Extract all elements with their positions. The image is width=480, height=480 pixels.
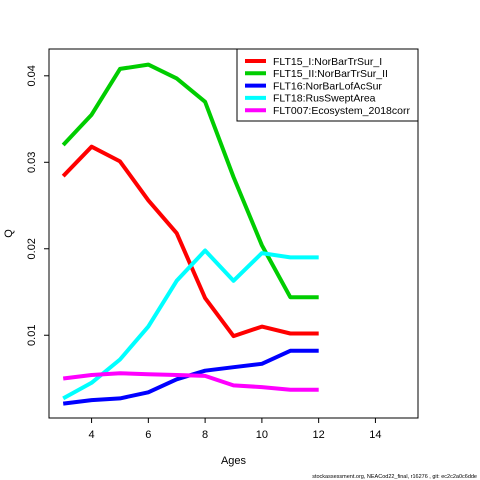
legend-label-4: FLT18:RusSweptArea: [273, 93, 376, 105]
legend: FLT15_I:NorBarTrSur_IFLT15_II:NorBarTrSu…: [236, 48, 419, 122]
x-axis-label: Ages: [221, 455, 247, 467]
x-axis: 4 6 8 10 12 14: [89, 418, 382, 441]
series-line-4: [62, 248, 319, 401]
y-tick-label: 0.04: [26, 65, 38, 86]
legend-label-5: FLT007:Ecosystem_2018corr: [273, 105, 410, 117]
series-line-1: [61, 144, 319, 339]
x-tick-label: 4: [89, 429, 95, 441]
y-axis: 0.01 0.02 0.03 0.04: [26, 65, 49, 346]
legend-label-2: FLT15_II:NorBarTrSur_II: [273, 68, 388, 80]
x-tick-label: 14: [369, 429, 381, 441]
y-tick-label: 0.03: [26, 152, 38, 173]
x-tick-label: 6: [145, 429, 151, 441]
x-tick-label: 10: [256, 429, 268, 441]
y-axis-label: Q: [3, 229, 15, 238]
legend-box: [236, 48, 419, 122]
plot-frame: [48, 48, 419, 419]
series-lines: [61, 62, 319, 406]
footer-credit: stockassessment.org, NEACod22_final, r16…: [312, 474, 477, 480]
y-tick-label: 0.02: [26, 238, 38, 259]
legend-label-1: FLT15_I:NorBarTrSur_I: [273, 56, 382, 68]
series-line-2: [61, 62, 319, 300]
x-tick-label: 8: [202, 429, 208, 441]
x-tick-label: 12: [313, 429, 325, 441]
y-tick-label: 0.01: [26, 325, 38, 346]
series-line-5: [62, 371, 319, 392]
legend-label-3: FLT16:NorBarLofAcSur: [273, 80, 382, 92]
